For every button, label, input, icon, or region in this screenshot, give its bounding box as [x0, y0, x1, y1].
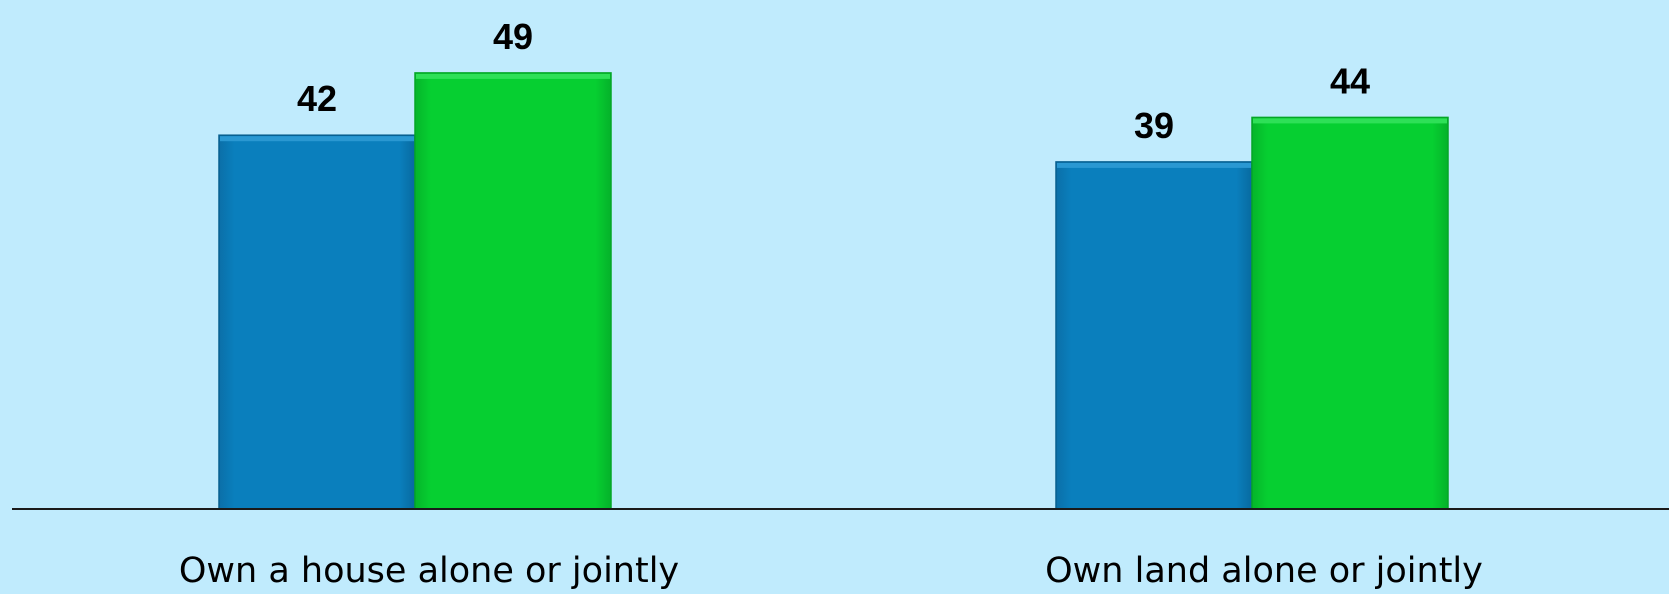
category-labels-layer: Own a house alone or jointly Own land alo… — [179, 551, 1483, 591]
bar-bevel-1-series-2 — [416, 73, 610, 79]
category-label-1: Own a house alone or jointly — [179, 551, 679, 591]
value-label-1-series-2: 49 — [493, 16, 533, 57]
bar-2-series-1 — [1055, 161, 1253, 510]
value-label-2-series-1: 39 — [1134, 105, 1174, 146]
value-labels-layer: 42 49 39 44 — [297, 16, 1370, 146]
bar-bevel-2-series-1 — [1057, 162, 1251, 168]
value-label-1-series-1: 42 — [297, 78, 337, 119]
bar-bevel-2-series-2 — [1253, 118, 1447, 124]
bar-1-series-2 — [414, 72, 612, 510]
bar-2-series-2 — [1251, 116, 1449, 510]
bar-bevel-1-series-1 — [220, 136, 414, 142]
bar-1-series-1 — [218, 134, 416, 510]
category-label-2: Own land alone or jointly — [1045, 551, 1483, 591]
value-label-2-series-2: 44 — [1330, 60, 1370, 101]
bars-layer — [218, 72, 1449, 510]
